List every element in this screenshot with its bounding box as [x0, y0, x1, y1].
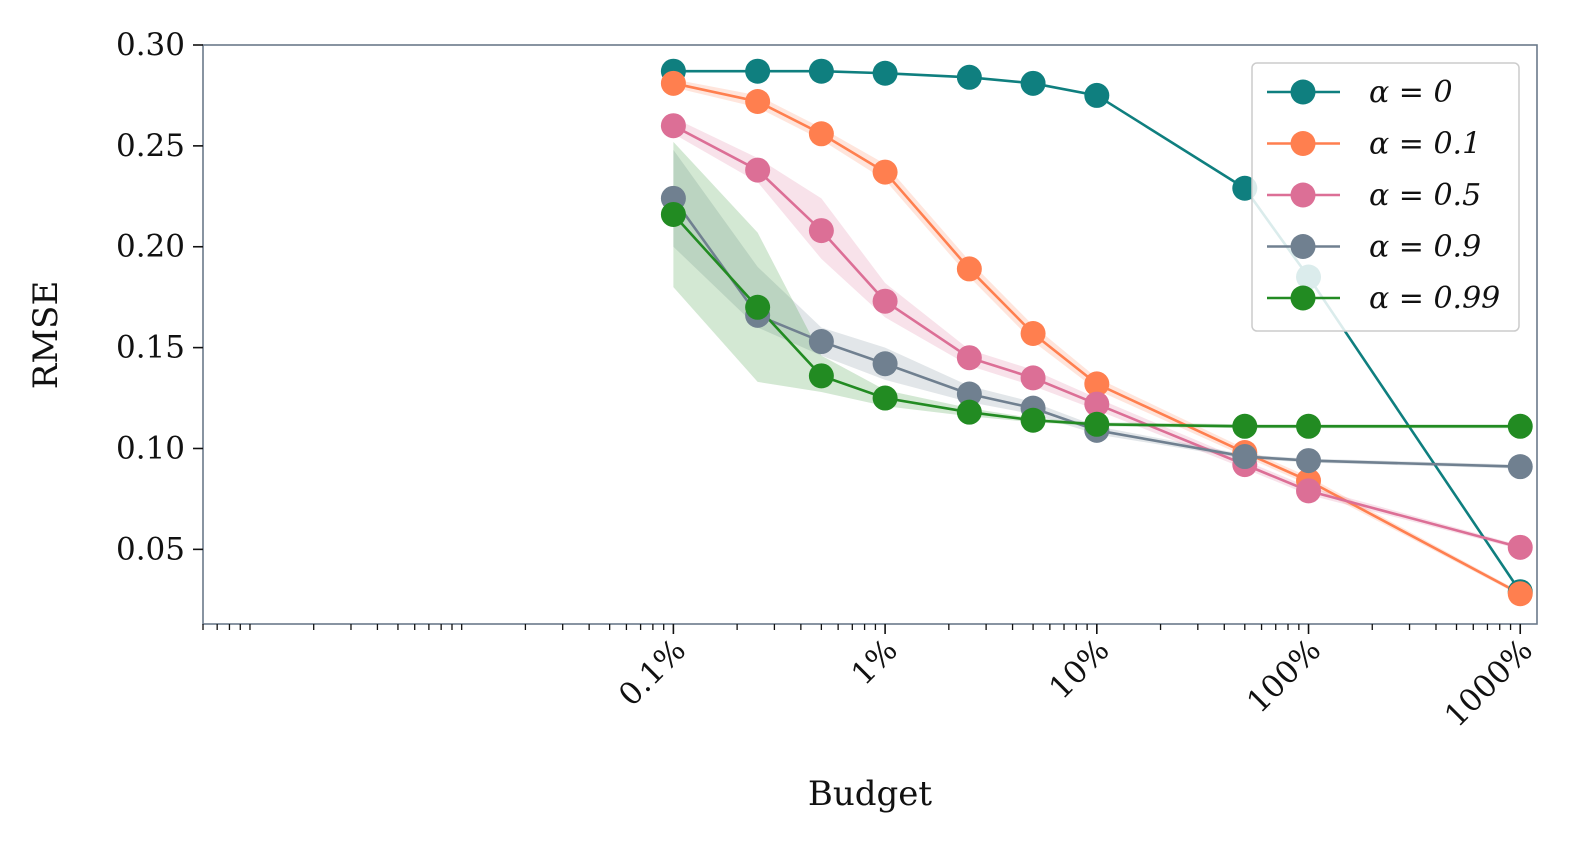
series-line: [672, 213, 1521, 428]
y-tick-label: 0.25: [116, 128, 185, 164]
data-point: [1020, 365, 1046, 391]
data-point: [1296, 478, 1322, 504]
x-tick-label: 10%: [1042, 632, 1116, 706]
data-point: [808, 329, 834, 355]
data-point: [745, 58, 771, 84]
data-point: [872, 351, 898, 377]
data-point: [745, 88, 771, 114]
data-point: [1020, 70, 1046, 96]
data-point: [956, 381, 982, 407]
legend-marker: [1290, 79, 1316, 105]
legend-marker: [1290, 182, 1316, 208]
data-point: [1232, 413, 1258, 439]
series-markers: [660, 58, 1533, 607]
data-point: [745, 157, 771, 183]
plot-frame: [202, 44, 1538, 625]
legend-label: α = 0.5: [1369, 178, 1481, 213]
data-point: [1507, 454, 1533, 480]
y-tick-label: 0.10: [116, 430, 185, 466]
data-point: [872, 385, 898, 411]
data-point: [1020, 320, 1046, 346]
data-point: [808, 218, 834, 244]
legend-label: α = 0.99: [1369, 281, 1500, 316]
data-point: [1296, 448, 1322, 474]
data-point: [660, 113, 686, 139]
data-point: [1296, 413, 1322, 439]
series-line: [672, 197, 1521, 468]
data-point: [1084, 411, 1110, 437]
y-axis: 0.05 0.10 0.15 0.20 0.25 0.30: [116, 27, 203, 567]
data-point: [1507, 534, 1533, 560]
data-point: [872, 159, 898, 185]
series-line: [672, 124, 1521, 549]
data-point: [808, 363, 834, 389]
legend-label: α = 0: [1369, 75, 1453, 110]
data-point: [1507, 581, 1533, 607]
data-point: [956, 64, 982, 90]
data-point: [1020, 407, 1046, 433]
data-point: [660, 201, 686, 227]
data-point: [872, 288, 898, 314]
data-point: [808, 121, 834, 147]
data-point: [872, 60, 898, 86]
y-tick-label: 0.30: [116, 27, 185, 63]
legend: α = 0 α = 0.1 α = 0.5 α = 0.9 α = 0.99: [1251, 62, 1520, 332]
x-axis: 0.1% 1% 10% 100% 1000%: [202, 624, 1540, 734]
data-point: [956, 345, 982, 371]
x-tick-label: 1000%: [1438, 632, 1540, 734]
data-point: [1232, 444, 1258, 470]
legend-label: α = 0.9: [1369, 230, 1481, 265]
data-point: [1084, 391, 1110, 417]
data-point: [660, 70, 686, 96]
legend-marker: [1290, 131, 1316, 156]
x-axis-title: Budget: [808, 774, 933, 814]
y-axis-title: RMSE: [26, 281, 66, 390]
legend-marker: [1290, 234, 1316, 259]
data-point: [808, 58, 834, 84]
data-point: [956, 399, 982, 425]
x-tick-label: 0.1%: [612, 632, 693, 713]
y-tick-label: 0.05: [116, 531, 185, 567]
data-point: [1084, 82, 1110, 108]
x-tick-label: 100%: [1240, 632, 1328, 720]
data-point: [956, 256, 982, 282]
x-tick-label: 1%: [845, 632, 905, 692]
legend-label: α = 0.1: [1369, 127, 1481, 162]
data-point: [745, 294, 771, 320]
legend-box: [1251, 62, 1520, 332]
data-point: [1232, 175, 1258, 201]
data-point: [1507, 413, 1533, 439]
y-tick-label: 0.20: [116, 229, 185, 265]
legend-marker: [1290, 285, 1316, 311]
y-tick-label: 0.15: [116, 330, 185, 366]
data-point: [1084, 371, 1110, 397]
series-line: [673, 82, 1521, 595]
